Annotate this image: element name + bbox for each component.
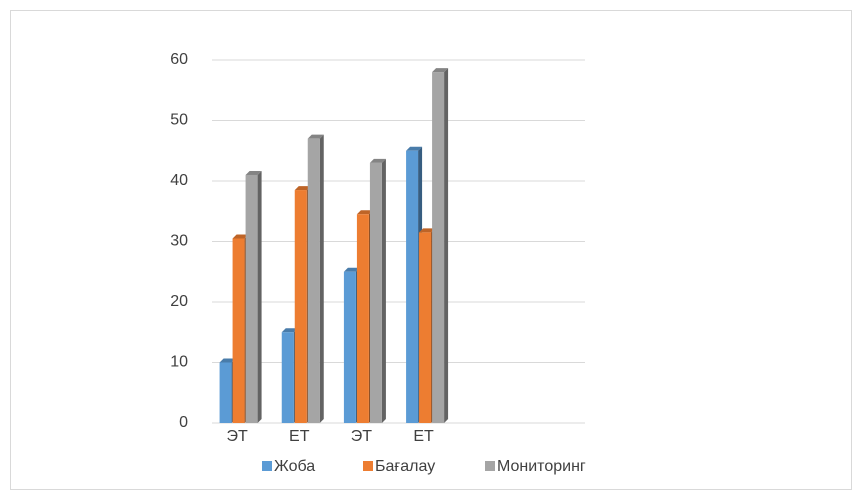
bar-top: [343, 267, 360, 272]
bar-top: [281, 328, 298, 333]
bar-top: [219, 358, 236, 363]
bar-front: [294, 190, 307, 423]
bar-front: [356, 214, 369, 423]
bar-top: [232, 234, 249, 239]
bar-side: [444, 68, 449, 423]
bar-front: [232, 238, 245, 423]
bar-front: [406, 150, 419, 423]
bar-top: [419, 228, 436, 233]
bar-top: [294, 186, 311, 191]
x-tick-label: ЭТ: [351, 428, 373, 445]
y-tick-label: 0: [179, 414, 188, 431]
legend-swatch: [485, 461, 495, 471]
bar-top: [356, 210, 373, 215]
x-tick-label: ЕТ: [413, 428, 434, 445]
y-tick-label: 40: [170, 172, 188, 189]
bar-front: [419, 232, 432, 423]
legend-swatch: [262, 461, 272, 471]
y-tick-label: 30: [170, 233, 188, 250]
y-tick-label: 10: [170, 354, 188, 371]
bar: [432, 68, 449, 423]
bar-top: [369, 158, 386, 163]
bar: [245, 170, 262, 423]
bar: [307, 134, 324, 423]
bar-front: [343, 271, 356, 423]
y-tick-label: 50: [170, 112, 188, 129]
bar-front: [245, 174, 258, 423]
y-tick-label: 20: [170, 293, 188, 310]
bar-side: [257, 170, 262, 423]
bar-side: [319, 134, 324, 423]
bar-front: [219, 362, 232, 423]
y-tick-label: 60: [170, 51, 188, 68]
legend-swatch: [363, 461, 373, 471]
x-tick-label: ЕТ: [289, 428, 310, 445]
x-tick-label: ЭТ: [226, 428, 248, 445]
bar-top: [245, 170, 262, 175]
bar-side: [381, 158, 386, 423]
legend-label: Бағалау: [375, 458, 435, 475]
legend-label: Мониторинг: [497, 458, 586, 475]
bar-front: [432, 72, 445, 423]
bar-front: [307, 138, 320, 423]
bar-top: [432, 68, 449, 73]
legend-label: Жоба: [274, 458, 315, 475]
bar-top: [406, 146, 423, 151]
bar-front: [281, 332, 294, 423]
bar: [369, 158, 386, 423]
bar-top: [307, 134, 324, 139]
bar-front: [369, 162, 382, 423]
